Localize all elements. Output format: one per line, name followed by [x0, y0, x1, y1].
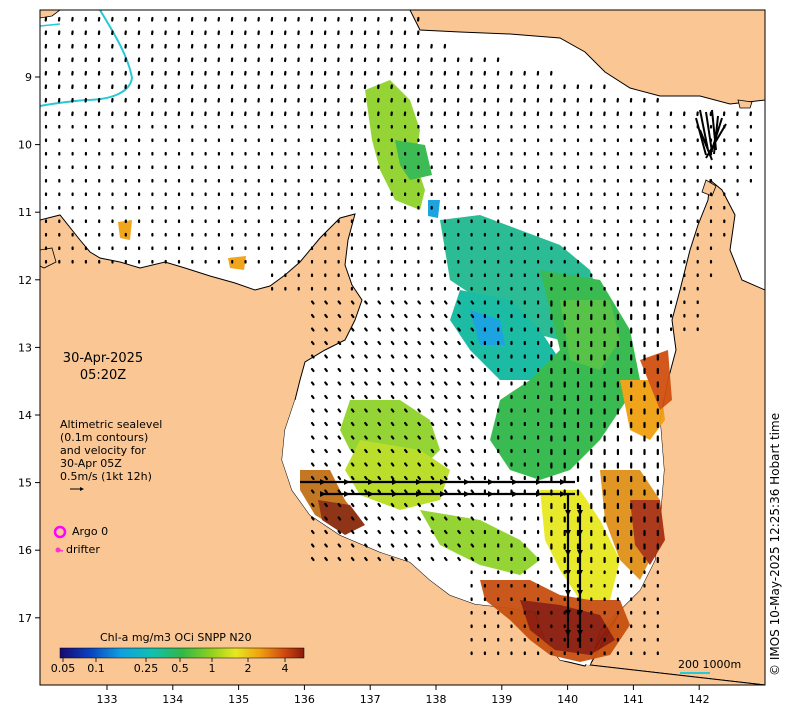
lat-tick-label: 12: [18, 274, 32, 287]
current-arrowhead: [464, 491, 470, 497]
current-arrowhead: [440, 479, 446, 485]
altimetry-line: Altimetric sealevel: [60, 418, 163, 431]
velocity-arrows: [44, 16, 753, 656]
argo-marker-icon: [53, 525, 67, 539]
current-arrowhead: [565, 510, 571, 516]
current-arrowhead: [368, 491, 374, 497]
current-arrowhead: [565, 550, 571, 556]
lat-tick-label: 9: [25, 71, 32, 84]
current-arrowhead: [536, 491, 542, 497]
isobath-line: [40, 10, 134, 107]
current-arrowhead: [577, 510, 583, 516]
current-arrowhead: [560, 479, 566, 485]
lon-tick-label: 136: [294, 693, 315, 706]
current-arrowhead: [344, 479, 350, 485]
colorbar-tick-label: 1: [209, 662, 216, 675]
strong-current-heads: [320, 479, 583, 636]
argo-legend-label: Argo 0: [72, 525, 109, 538]
lon-tick-label: 139: [491, 693, 512, 706]
lat-tick-label: 14: [18, 409, 32, 422]
map-date: 30-Apr-2025 05:20Z: [58, 350, 148, 384]
colorbar-ticks: 0.05 0.1 0.25 0.5 1 2 4: [51, 658, 289, 675]
lat-tick-label: 11: [18, 206, 32, 219]
current-arrowhead: [577, 550, 583, 556]
date-line-1: 30-Apr-2025: [62, 351, 144, 366]
lon-tick-label: 137: [360, 693, 381, 706]
current-arrowhead: [392, 491, 398, 497]
drifter-legend-label: drifter: [66, 543, 100, 556]
current-arrowhead: [488, 479, 494, 485]
lon-tick-label: 140: [557, 693, 578, 706]
current-arrowhead: [577, 530, 583, 536]
colorbar-tick-label: 0.5: [171, 662, 189, 675]
altimetry-note: Altimetric sealevel (0.1m contours) and …: [60, 418, 162, 483]
current-arrowhead: [565, 610, 571, 616]
lon-tick-label: 135: [228, 693, 249, 706]
lon-tick-label: 138: [426, 693, 447, 706]
current-arrowhead: [344, 491, 350, 497]
current-arrowhead: [416, 479, 422, 485]
current-arrowhead: [565, 630, 571, 636]
current-arrowhead: [440, 491, 446, 497]
lat-tick-label: 13: [18, 341, 32, 354]
colorbar-tick-label: 0.1: [87, 662, 105, 675]
current-arrowhead: [320, 479, 326, 485]
colorbar-tick-label: 0.05: [51, 662, 76, 675]
colorbar-tick-label: 0.25: [134, 662, 159, 675]
current-arrowhead: [565, 590, 571, 596]
current-arrowhead: [392, 479, 398, 485]
current-arrowhead: [565, 570, 571, 576]
date-line-2: 05:20Z: [79, 368, 127, 383]
current-arrowhead: [577, 570, 583, 576]
lon-tick-label: 133: [97, 693, 118, 706]
current-arrowhead: [565, 530, 571, 536]
longitude-axis: 133 134 135 136 137 138 139 140 141 142: [97, 685, 710, 706]
drifter-tail-icon: [57, 549, 64, 552]
colorbar: [59, 647, 305, 659]
lon-tick-label: 142: [689, 693, 710, 706]
current-arrowhead: [368, 479, 374, 485]
current-arrowhead: [536, 479, 542, 485]
imos-credit: © IMOS 10-May-2025 12:25:36 Hobart time: [768, 412, 782, 676]
altimetry-line: (0.1m contours): [60, 431, 149, 444]
velocity-reference-arrow: [70, 487, 84, 491]
current-arrowhead: [464, 479, 470, 485]
isobath-line: [40, 23, 61, 27]
current-arrowhead: [577, 630, 583, 636]
current-arrowhead: [577, 610, 583, 616]
altimetry-line: 0.5m/s (1kt 12h): [60, 470, 152, 483]
lon-tick-label: 141: [623, 693, 644, 706]
lon-tick-label: 134: [162, 693, 183, 706]
lat-tick-label: 16: [18, 544, 32, 557]
current-arrowhead: [512, 479, 518, 485]
lat-tick-label: 10: [18, 139, 32, 152]
lat-tick-label: 15: [18, 477, 32, 490]
current-arrowhead: [577, 590, 583, 596]
colorbar-tick-label: 4: [282, 662, 289, 675]
current-arrowhead: [512, 491, 518, 497]
altimetry-line: and velocity for: [60, 444, 146, 457]
latitude-axis: 9 10 11 12 13 14 15 16 17: [18, 71, 40, 625]
current-arrowhead: [416, 491, 422, 497]
colorbar-tick-label: 2: [245, 662, 252, 675]
colorbar-title: Chl-a mg/m3 OCi SNPP N20: [100, 631, 252, 644]
current-arrowhead: [320, 491, 326, 497]
scale-label: 200 1000m: [678, 658, 742, 671]
lat-tick-label: 17: [18, 612, 32, 625]
landmass: [40, 10, 765, 685]
altimetry-line: 30-Apr 05Z: [60, 457, 122, 470]
current-arrowhead: [488, 491, 494, 497]
torres-strait-arrows: [695, 109, 727, 161]
current-arrowhead: [560, 491, 566, 497]
